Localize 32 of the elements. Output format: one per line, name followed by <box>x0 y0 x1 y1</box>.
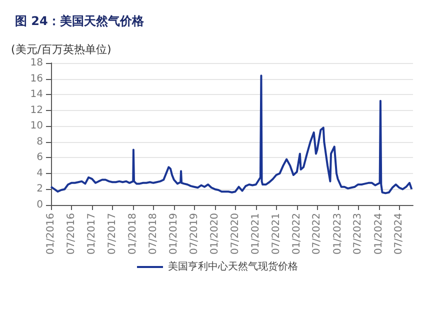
x-tick-label: 01/2021 <box>250 213 262 255</box>
y-tick-label: 2 <box>36 184 43 195</box>
y-tick-label: 0 <box>36 200 43 210</box>
x-tick-label: 01/2022 <box>291 213 302 255</box>
x-tick-label: 07/2017 <box>106 213 118 255</box>
x-tick-label: 01/2018 <box>128 213 139 255</box>
y-tick-label: 8 <box>36 136 43 148</box>
x-tick-label: 01/2023 <box>332 213 344 255</box>
x-tick-label: 01/2020 <box>209 213 220 255</box>
y-tick-label: 18 <box>30 58 43 68</box>
x-tick-label: 07/2020 <box>230 213 241 255</box>
x-tick-label: 07/2023 <box>352 213 364 255</box>
y-tick-label: 16 <box>30 73 43 84</box>
x-tick-label: 07/2022 <box>312 213 323 255</box>
y-tick-label: 14 <box>30 89 43 100</box>
y-tick-label: 10 <box>30 120 43 132</box>
x-tick-label: 07/2016 <box>66 213 77 255</box>
y-axis-title: (美元/百万英热单位) <box>11 43 112 56</box>
chart-title: 图 24：美国天然气价格 <box>15 14 145 28</box>
x-tick-label: 01/2024 <box>373 213 384 255</box>
legend-label: 美国亨利中心天然气现货价格 <box>168 260 298 272</box>
y-tick-label: 6 <box>36 152 43 164</box>
x-tick-label: 07/2018 <box>148 213 159 255</box>
x-tick-label: 07/2019 <box>188 213 200 255</box>
y-tick-label: 12 <box>30 104 43 116</box>
x-tick-label: 01/2017 <box>86 213 98 255</box>
x-tick-label: 07/2024 <box>394 213 405 255</box>
x-tick-label: 07/2021 <box>270 213 282 255</box>
line-series <box>50 74 413 194</box>
y-tick-label: 4 <box>36 168 43 179</box>
x-tick-label: 01/2019 <box>168 213 180 255</box>
x-tick-label: 01/2016 <box>46 213 56 255</box>
